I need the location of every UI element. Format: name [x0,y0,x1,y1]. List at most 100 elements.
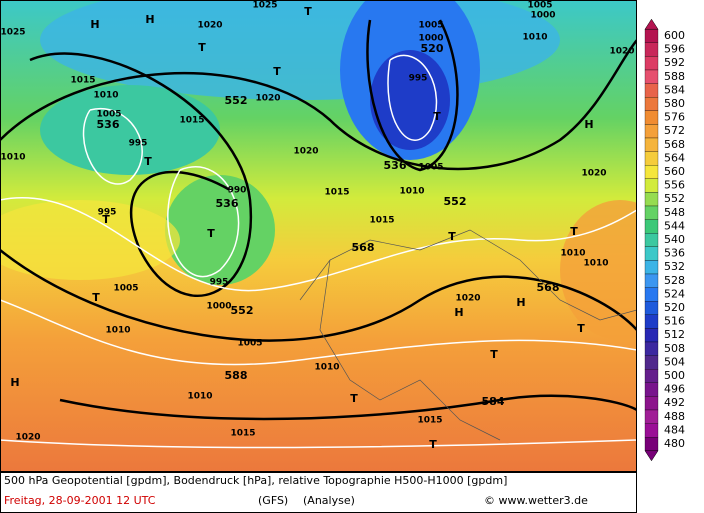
colorbar-swatch [644,437,659,451]
map-label: H [145,13,154,26]
colorbar-label: 484 [664,423,685,436]
colorbar-swatch [644,83,659,98]
map-label: 1025 [0,28,25,38]
colorbar-swatch [644,423,659,438]
colorbar-label: 552 [664,192,685,205]
colorbar-swatch [644,409,659,424]
map-label: 568 [537,281,560,294]
colorbar-swatch [644,341,659,356]
map-label: 1005 [113,284,138,294]
map-label: 1000 [206,302,231,312]
map-label: 1005 [527,1,552,11]
colorbar-swatch [644,369,659,383]
map-label: H [454,306,463,319]
map-label: 588 [225,369,248,382]
map-label: 536 [384,159,407,172]
footer-description: 500 hPa Geopotential [gpdm], Bodendruck … [4,474,507,487]
map-label: 1015 [324,188,349,198]
map-label: T [273,65,281,78]
colorbar-label: 536 [664,247,685,260]
colorbar-swatch [644,151,659,166]
map-label: T [490,348,498,361]
map-border [0,0,637,472]
map-label: 1020 [609,47,634,57]
colorbar-label: 584 [664,83,685,96]
footer-model: (GFS) [258,494,288,507]
colorbar-label: 524 [664,287,685,300]
colorbar-swatch [644,287,659,302]
map-label: 1010 [583,259,608,269]
map-label: 990 [228,186,247,196]
colorbar-swatch [644,165,659,179]
colorbar-swatch [644,233,659,247]
map-label: 1020 [293,147,318,157]
map-label: T [198,41,206,54]
colorbar-label: 564 [664,151,685,164]
footer-source: © www.wetter3.de [484,494,588,507]
colorbar-label: 516 [664,315,685,328]
map-label: 1010 [105,326,130,336]
map-label: 1020 [197,21,222,31]
map-label: T [207,227,215,240]
map-label: 584 [482,395,505,408]
colorbar-swatch [644,124,659,139]
colorbar-swatch [644,219,659,234]
map-label: T [102,213,110,226]
colorbar-label: 480 [664,437,685,450]
map-label: T [577,322,585,335]
map-label: 995 [409,74,428,84]
map-label: 1000 [530,11,555,21]
colorbar-label: 492 [664,396,685,409]
colorbar-label: 532 [664,260,685,273]
map-label: 1010 [522,33,547,43]
colorbar-label: 576 [664,111,685,124]
colorbar-swatch [644,260,659,275]
colorbar-label: 528 [664,274,685,287]
colorbar-swatch [644,301,659,315]
colorbar-label: 544 [664,219,685,232]
footer-run: (Analyse) [303,494,355,507]
colorbar-arrow-bottom [644,450,659,462]
map-label: 1005 [418,163,443,173]
colorbar-label: 512 [664,328,685,341]
map-label: 1010 [0,153,25,163]
map-label: 995 [129,139,148,149]
map-label: 1020 [255,94,280,104]
map-label: H [90,18,99,31]
map-label: T [570,225,578,238]
map-label: 1015 [369,216,394,226]
colorbar-swatch [644,97,659,111]
colorbar-swatch [644,396,659,411]
colorbar-swatch [644,192,659,207]
colorbar-swatch [644,273,659,288]
map-label: 568 [352,241,375,254]
colorbar-swatch [644,56,659,71]
colorbar-label: 488 [664,410,685,423]
colorbar-label: 520 [664,301,685,314]
map-label: 1010 [314,363,339,373]
map-label: 552 [444,195,467,208]
colorbar-label: 500 [664,369,685,382]
footer-box [0,472,637,513]
colorbar-swatch [644,69,659,84]
map-label: 995 [98,208,117,218]
colorbar-label: 580 [664,97,685,110]
colorbar-label: 572 [664,124,685,137]
colorbar-label: 504 [664,355,685,368]
colorbar-swatch [644,42,659,57]
colorbar-swatch [644,205,659,220]
colorbar-swatch [644,178,659,193]
colorbar-label: 556 [664,179,685,192]
colorbar-label: 508 [664,342,685,355]
map-label: 1005 [418,21,443,31]
colorbar-swatch [644,355,659,370]
colorbar-label: 600 [664,29,685,42]
map-label: 1000 [418,34,443,44]
map-label: 1010 [399,187,424,197]
colorbar-swatch [644,29,659,43]
map-label: 1010 [187,392,212,402]
footer-date: Freitag, 28-09-2001 12 UTC [4,494,156,507]
colorbar-swatch [644,110,659,125]
